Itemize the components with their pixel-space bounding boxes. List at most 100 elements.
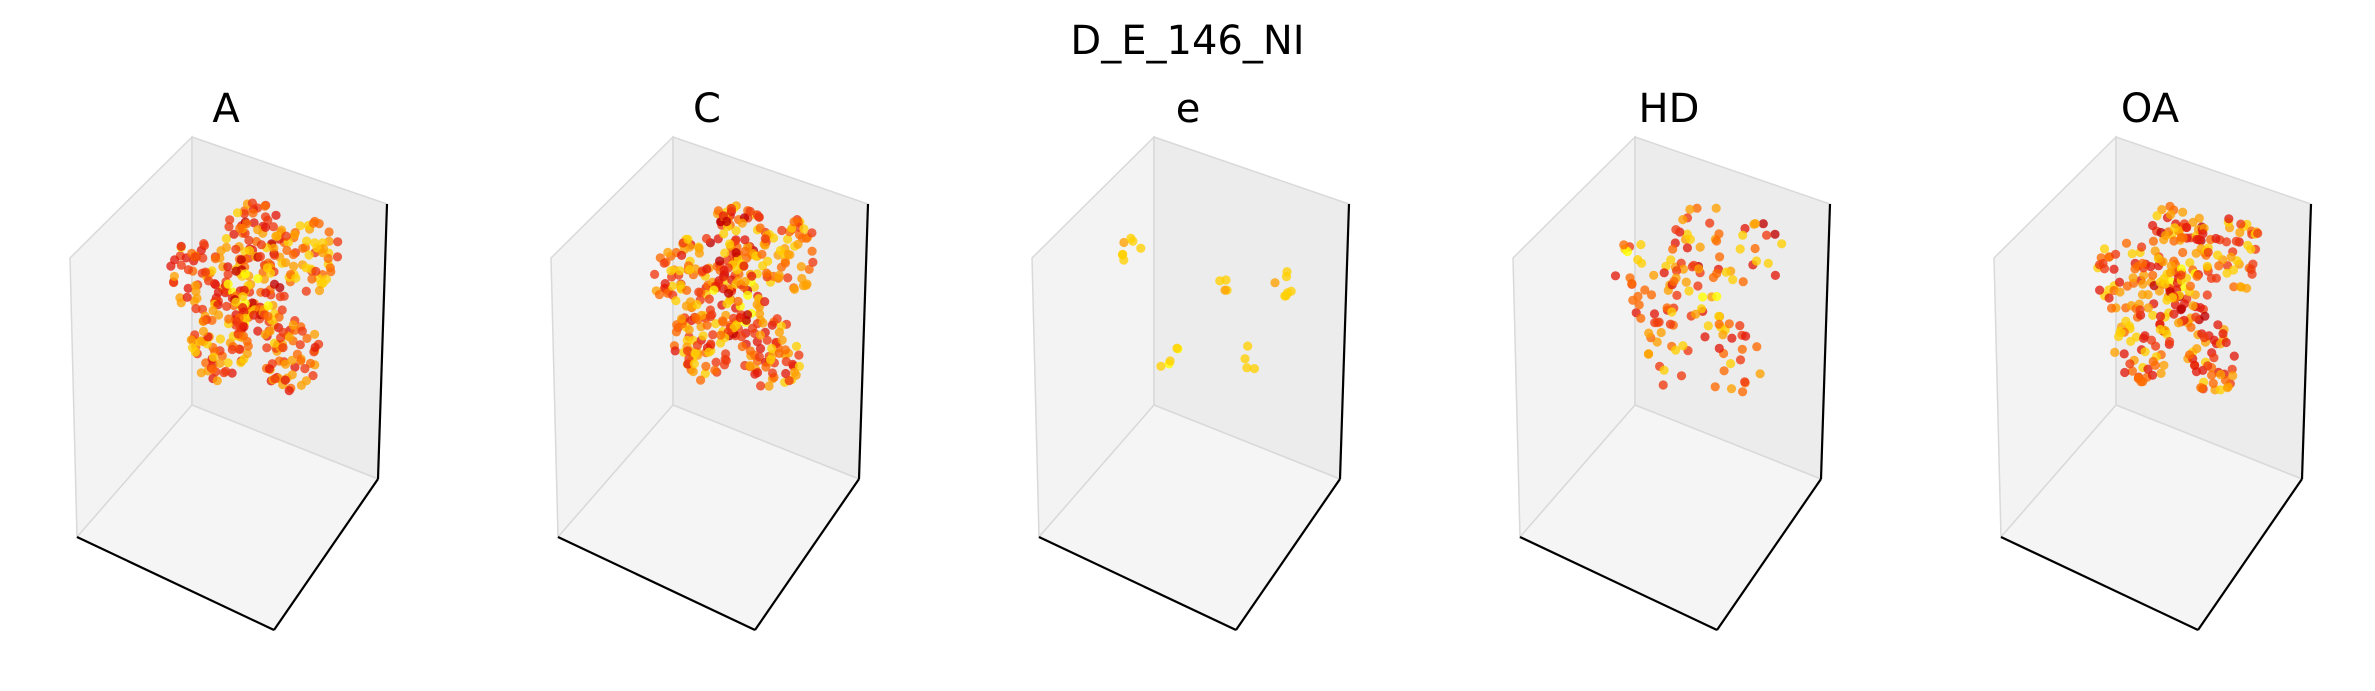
scatter-point	[310, 342, 320, 352]
scatter-point	[2221, 237, 2232, 247]
scatter-point	[735, 313, 745, 323]
scatter-point	[2194, 213, 2204, 223]
scatter-point	[1695, 242, 1705, 252]
scatter-point	[2148, 356, 2158, 367]
scatter-point	[2166, 261, 2176, 271]
scatter-point	[2199, 332, 2209, 343]
scatter-point	[799, 224, 809, 234]
scatter-point	[1627, 278, 1637, 288]
scatter-point	[2178, 207, 2188, 217]
scatter-point	[240, 269, 250, 279]
scatter-point	[166, 261, 176, 271]
scatter-point	[2158, 257, 2168, 267]
scatter-point	[716, 330, 726, 340]
scatter-point	[243, 341, 253, 351]
scatter-point	[1726, 384, 1737, 394]
scatter-point	[204, 276, 214, 286]
scatter-point	[2209, 353, 2219, 363]
scatter-point	[2185, 281, 2195, 291]
scatter-points	[2093, 201, 2263, 395]
scatter-point	[176, 298, 186, 308]
scatter-point	[2192, 271, 2202, 281]
scatter-point	[1712, 236, 1722, 246]
scatter-point	[301, 376, 311, 386]
scatter-point	[791, 341, 802, 351]
scatter-point	[310, 329, 320, 339]
scatter-point	[1728, 275, 1738, 285]
scatter-point	[269, 279, 280, 289]
scatter-point	[772, 314, 782, 324]
scatter-point	[247, 198, 257, 208]
scatter-point	[1735, 244, 1745, 254]
scatter-point	[255, 251, 265, 262]
scatter-point	[1156, 361, 1166, 371]
y-axis-line	[1235, 478, 1341, 631]
scatter-point	[690, 348, 700, 359]
scatter-point	[2159, 360, 2169, 370]
scatter-point	[675, 266, 685, 276]
scatter-point	[2192, 344, 2202, 354]
scatter-point	[667, 281, 677, 291]
scatter-point	[2147, 370, 2158, 380]
scatter-point	[2119, 349, 2129, 359]
scatter-point	[295, 340, 305, 350]
scatter-point	[302, 333, 312, 343]
scatter-point	[297, 326, 307, 336]
scatter-point	[221, 366, 231, 376]
scatter-point	[1649, 309, 1660, 319]
scatter-point	[781, 357, 791, 367]
scatter-point	[1700, 332, 1710, 342]
scatter-point	[1634, 300, 1644, 310]
scatter-point	[1735, 355, 1746, 365]
scatter-point	[755, 330, 765, 340]
scatter-point	[1712, 291, 1722, 302]
scatter-point	[1714, 319, 1724, 329]
scatter-point	[694, 243, 704, 253]
scatter-point	[284, 386, 294, 396]
scatter-point	[2229, 282, 2239, 292]
scatter-point	[780, 345, 790, 355]
scatter-point	[1762, 230, 1772, 240]
scatter-point	[743, 290, 753, 300]
scatter-point	[1714, 229, 1724, 239]
scatter-point	[1740, 377, 1750, 387]
scatter-point	[281, 258, 291, 268]
scatter-point	[2143, 303, 2153, 313]
scatter-point	[2218, 329, 2228, 339]
scatter-point	[702, 264, 712, 274]
scatter-point	[685, 297, 696, 307]
scatter-point	[762, 335, 772, 345]
scatter-point	[2222, 383, 2233, 393]
scatter-point	[715, 256, 725, 266]
scatter-point	[2202, 290, 2212, 300]
scatter-point	[2229, 351, 2239, 361]
scatter-point	[1249, 364, 1259, 374]
scatter-point	[1242, 363, 1252, 373]
scatter-point	[221, 242, 231, 252]
scatter-point	[2155, 324, 2165, 335]
scatter-point	[1119, 237, 1129, 248]
scatter-point	[242, 219, 252, 229]
scatter-point	[2140, 347, 2150, 357]
scatter-point	[2127, 366, 2137, 376]
scatter-point	[221, 234, 231, 244]
scatter-point	[676, 314, 687, 324]
scatter-point	[1676, 371, 1687, 381]
scatter-point	[2170, 223, 2180, 233]
scatter-point	[2148, 236, 2158, 246]
scatter-point	[1719, 366, 1729, 376]
scatter-point	[1715, 252, 1725, 262]
x-axis-line	[1519, 536, 1718, 631]
scatter-points	[1610, 203, 1787, 397]
scatter-point	[239, 209, 249, 219]
scatter-point	[682, 285, 692, 295]
scatter-point	[683, 346, 693, 356]
scatter-point	[1750, 243, 1760, 254]
scatter-point	[1755, 369, 1765, 379]
scatter-point	[783, 234, 793, 244]
scatter-point	[702, 320, 712, 330]
scatter-point	[2222, 268, 2232, 278]
scatter-point	[2137, 242, 2147, 252]
scatter-point	[1681, 277, 1691, 287]
scatter-point	[1622, 247, 1633, 257]
